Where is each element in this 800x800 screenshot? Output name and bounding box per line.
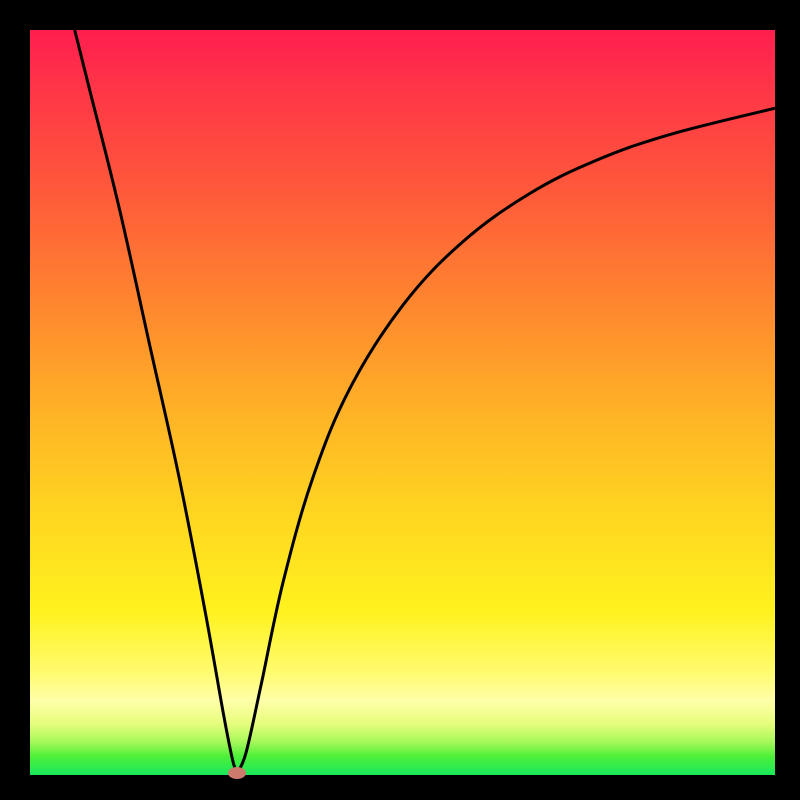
plot-area bbox=[30, 30, 775, 775]
chart-container: { "attribution": { "text": "TheBottlenec… bbox=[0, 0, 800, 800]
bottleneck-curve bbox=[30, 30, 775, 775]
minimum-marker bbox=[228, 767, 246, 779]
curve-left-segment bbox=[75, 30, 237, 773]
attribution-text: TheBottleneck.com bbox=[602, 4, 790, 30]
curve-right-segment bbox=[237, 108, 775, 773]
